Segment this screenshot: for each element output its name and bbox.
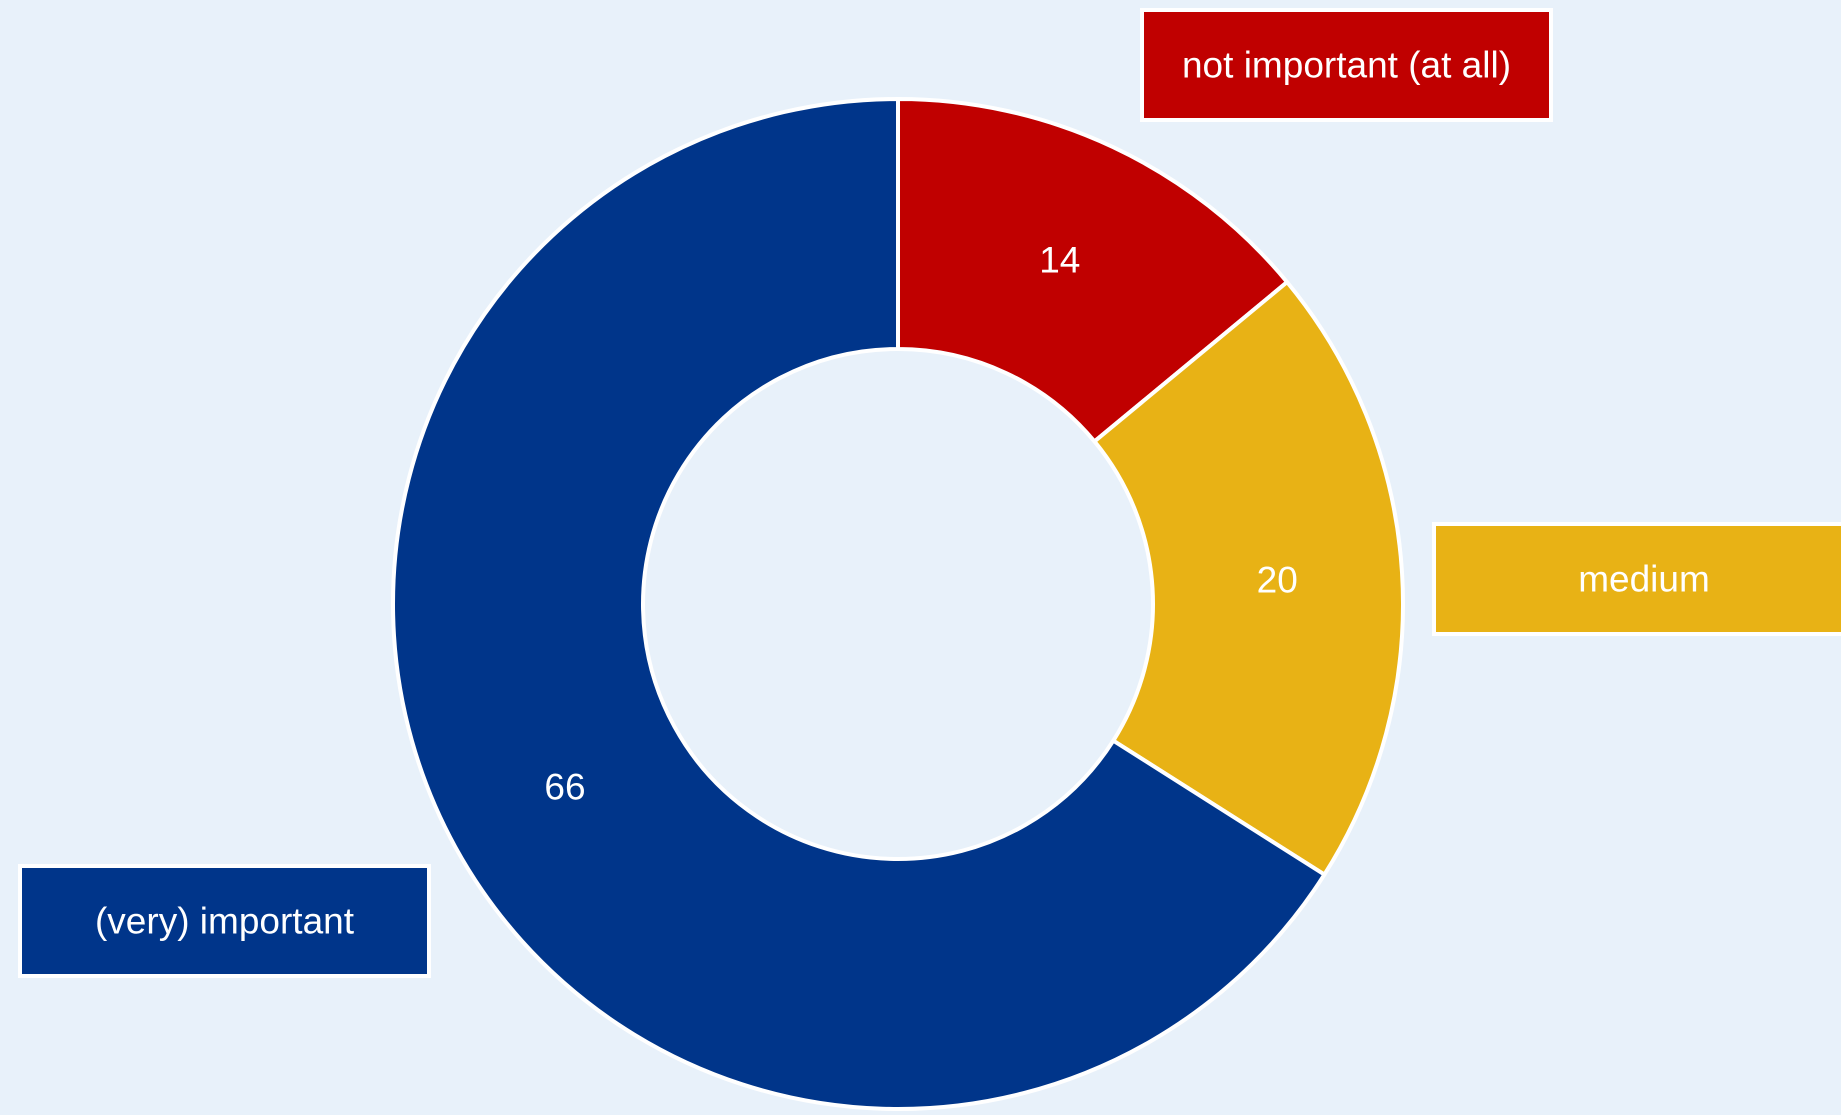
- value-label-medium: 20: [1257, 560, 1298, 601]
- callout-not-important-at-all: not important (at all): [1140, 8, 1553, 122]
- callout-box: [1432, 522, 1841, 636]
- callout-box: [18, 864, 431, 978]
- callout-medium: medium: [1432, 522, 1841, 636]
- slice-very-important: [391, 97, 1327, 1111]
- value-label-very-important: 66: [544, 767, 585, 808]
- donut-value-labels: 14 20 66: [544, 240, 1297, 808]
- callout-label: (very) important: [95, 901, 355, 942]
- value-label-not-important-at-all: 14: [1039, 240, 1080, 281]
- category-callouts: not important (at all) medium (very) impor…: [18, 8, 1841, 978]
- donut-slices: [391, 97, 1405, 1111]
- callout-label: medium: [1578, 559, 1710, 600]
- callout-box: [1140, 8, 1553, 122]
- callout-very-important: (very) important: [18, 864, 431, 978]
- slice-not-important-at-all: [896, 97, 1290, 444]
- callout-label: not important (at all): [1182, 45, 1511, 86]
- slice-medium: [1092, 280, 1405, 877]
